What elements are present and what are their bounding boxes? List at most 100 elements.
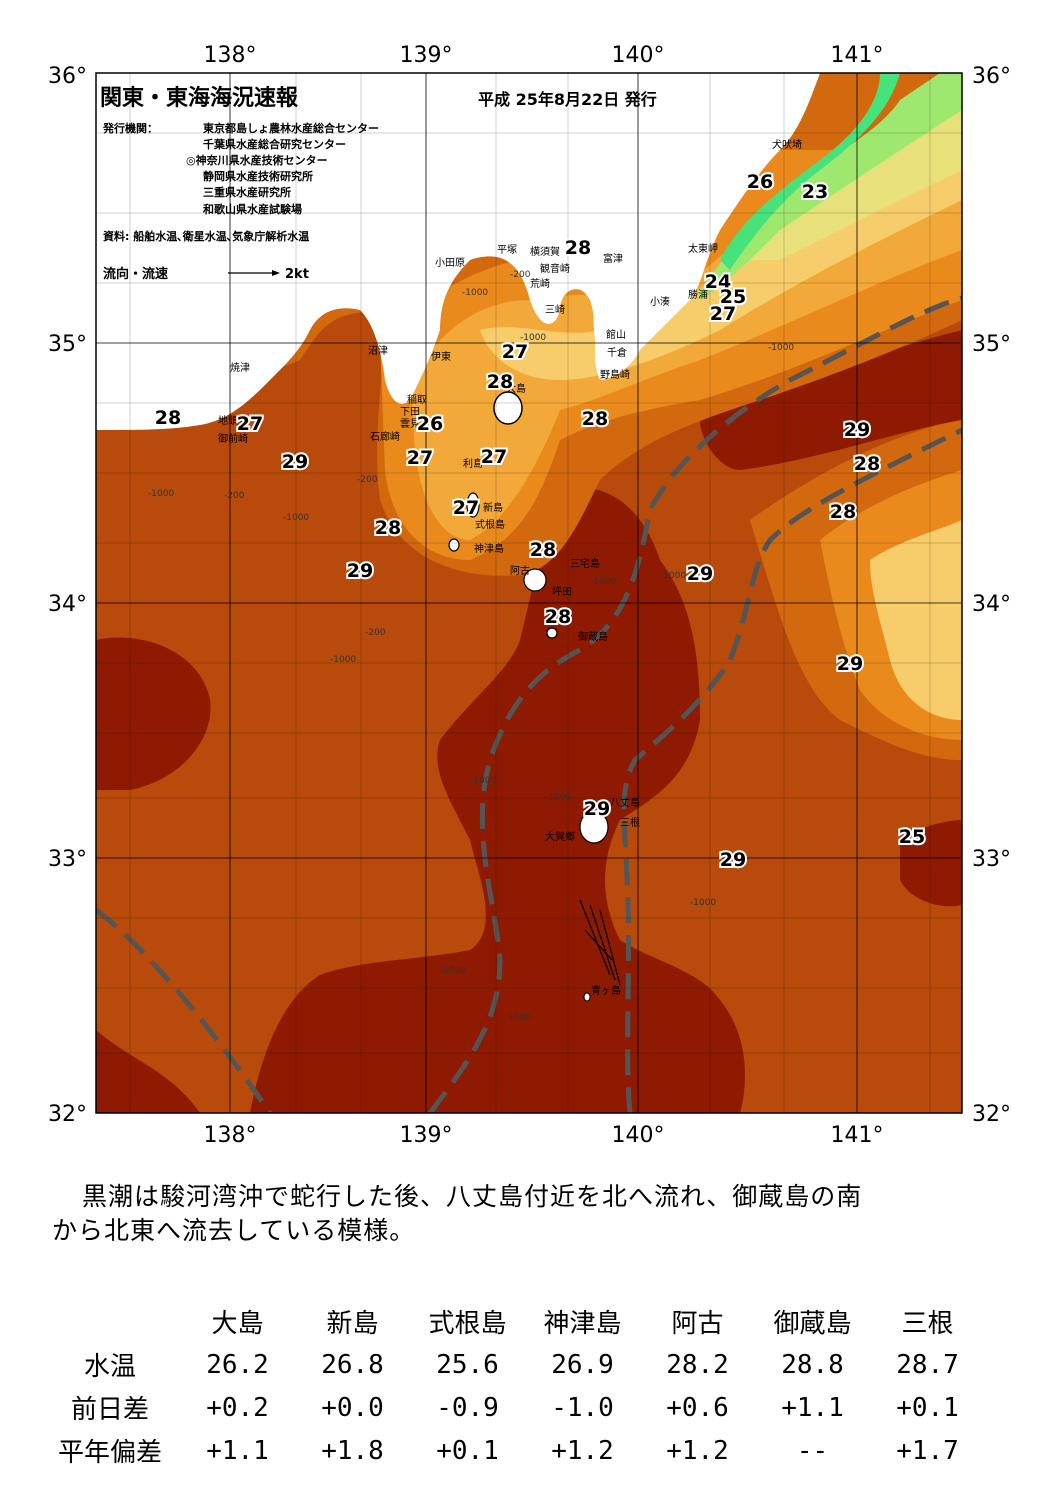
lat-tick-right: 36° bbox=[972, 64, 1011, 89]
place-name: 地頭方 bbox=[218, 414, 248, 427]
table-row: 前日差 +0.2 +0.0 -0.9 -1.0 +0.6 +1.1 +0.1 bbox=[40, 1386, 985, 1429]
table-cell: -0.9 bbox=[436, 1392, 499, 1423]
temperature-labels: 28 27292627272827272828282928292928282929… bbox=[153, 169, 927, 873]
place-name: 富津 bbox=[603, 252, 623, 265]
table-cell: -- bbox=[796, 1435, 829, 1466]
depth-contour-label: -1000 bbox=[470, 776, 496, 786]
depth-contour-label: -200 bbox=[510, 270, 531, 280]
isotherm-label: 29 bbox=[584, 798, 610, 820]
depth-contour-label: -1000 bbox=[462, 288, 488, 298]
isotherm-label: 23 bbox=[802, 181, 828, 203]
current-vectors bbox=[579, 899, 621, 986]
place-name: 焼津 bbox=[230, 362, 250, 374]
table-cell: +0.6 bbox=[666, 1392, 729, 1423]
issuer-name: 千葉県水産総合研究センター bbox=[203, 137, 346, 151]
issuer-name: 三重県水産研究所 bbox=[203, 185, 291, 199]
flow-arrowhead-icon bbox=[272, 270, 280, 276]
island-hachijojima bbox=[579, 810, 609, 844]
place-name: 三根 bbox=[620, 816, 640, 829]
isotherm-label: 27 bbox=[407, 447, 433, 469]
warm-core-west bbox=[96, 637, 211, 790]
lon-tick-bottom: 140° bbox=[612, 1123, 665, 1148]
axis-ticks: 138° 138° 139° 139° 140° 140° 141° 141° 36° 36° 35… bbox=[48, 43, 1011, 1148]
isotherm-label: 27 bbox=[710, 303, 736, 325]
table-cell: +1.2 bbox=[551, 1435, 614, 1466]
lat-tick-left: 33° bbox=[48, 847, 87, 872]
place-name: 小湊 bbox=[650, 295, 670, 308]
lon-tick-bottom: 141° bbox=[831, 1123, 884, 1148]
place-name: 稲取 bbox=[407, 394, 427, 406]
table-cell: +0.1 bbox=[896, 1392, 959, 1423]
lat-tick-left: 32° bbox=[48, 1102, 87, 1127]
isotherm-label: 28 bbox=[530, 539, 556, 561]
table-cell: 26.8 bbox=[321, 1349, 384, 1380]
place-name: 野島崎 bbox=[600, 368, 630, 381]
table-cell: +0.1 bbox=[436, 1435, 499, 1466]
land-chiba bbox=[593, 80, 800, 344]
lat-tick-right: 32° bbox=[972, 1102, 1011, 1127]
table-cell: 26.2 bbox=[206, 1349, 269, 1380]
lon-tick-bottom: 138° bbox=[204, 1123, 257, 1148]
place-name: 御蔵島 bbox=[578, 630, 608, 643]
place-name: 神津島 bbox=[474, 542, 504, 555]
place-name: 大賀郷 bbox=[545, 830, 575, 843]
kuroshio-axis bbox=[96, 295, 962, 1113]
island-miyakejima bbox=[523, 568, 547, 592]
place-name: 式根島 bbox=[475, 518, 505, 531]
summary-line-1: 黒潮は駿河湾沖で蛇行した後、八丈島付近を北へ流れ、御蔵島の南 bbox=[82, 1182, 863, 1211]
depth-contour-label: -1000 bbox=[660, 571, 686, 581]
place-name: 下田 bbox=[400, 407, 420, 418]
depth-contour-label: -200 bbox=[365, 628, 386, 638]
table-row: 平年偏差 +1.1 +1.8 +0.1 +1.2 +1.2 -- +1.7 bbox=[40, 1429, 985, 1472]
table-cell: 26.9 bbox=[551, 1349, 614, 1380]
isotherm-label: 27 bbox=[481, 446, 507, 468]
table-cell: +0.0 bbox=[321, 1392, 384, 1423]
isotherm-label: 28 bbox=[582, 408, 608, 430]
place-name: 伊東 bbox=[431, 350, 451, 363]
table-header-row: 大島 新島 式根島 神津島 阿古 御蔵島 三根 bbox=[40, 1300, 985, 1343]
place-name: 沼津 bbox=[368, 344, 388, 357]
place-name: 新島 bbox=[483, 501, 503, 514]
table-cell: 28.7 bbox=[896, 1349, 959, 1380]
isotherm-label: 29 bbox=[347, 560, 373, 582]
depth-contour-label: -1000 bbox=[768, 343, 794, 353]
isotherm-label: 28 bbox=[565, 237, 591, 259]
isotherm-label: 28 bbox=[854, 453, 880, 475]
isotherm-label: 29 bbox=[837, 653, 863, 675]
isotherm-label: 28 bbox=[375, 517, 401, 539]
band-25-east bbox=[870, 520, 962, 720]
table-cell: +0.2 bbox=[206, 1392, 269, 1423]
table-body: 水温 26.2 26.8 25.6 26.9 28.2 28.8 28.7 前日差 +0.2 +0.… bbox=[40, 1343, 985, 1472]
isotherm-label: 27 bbox=[453, 497, 479, 519]
isotherm-label: 27 bbox=[502, 341, 528, 363]
place-name: 館山 bbox=[606, 328, 626, 341]
place-name: 大島 bbox=[506, 382, 526, 395]
issuer-name: 和歌山県水産試験場 bbox=[203, 202, 302, 216]
flow-legend-label: 流向・流速 bbox=[103, 266, 168, 282]
issuer-name: 静岡県水産技術研究所 bbox=[203, 169, 313, 183]
sea-temperature-map: 138° 138° 139° 139° 140° 140° 141° 141° 36° 36° 35… bbox=[48, 43, 1011, 1148]
depth-contour-label: -1000 bbox=[690, 898, 716, 908]
isotherm-label: 24 bbox=[705, 271, 731, 293]
column-header: 三根 bbox=[901, 1309, 954, 1339]
summary-line-2: から北東へ流去している模様。 bbox=[52, 1216, 416, 1245]
place-name: 勝浦 bbox=[688, 288, 708, 301]
isotherm-label: 27 bbox=[237, 413, 263, 435]
lat-tick-left: 36° bbox=[48, 64, 87, 89]
issue-date: 平成 25年8月22日 発行 bbox=[478, 90, 657, 109]
table-corner bbox=[40, 1300, 180, 1343]
table-cell: 28.8 bbox=[781, 1349, 844, 1380]
place-name: 三宅島 bbox=[570, 557, 600, 570]
place-name: 利島 bbox=[463, 457, 483, 470]
lon-tick-top: 140° bbox=[612, 43, 665, 68]
depth-contour-label: -1000 bbox=[520, 333, 546, 343]
isotherm-label: 28 bbox=[487, 371, 513, 393]
place-name: 横須賀 bbox=[530, 245, 560, 258]
warm-core-northeast bbox=[700, 330, 962, 470]
table-cell: +1.8 bbox=[321, 1435, 384, 1466]
place-name: 阿古 bbox=[510, 564, 530, 577]
place-name: 雲見 bbox=[400, 418, 420, 430]
issuer-name: ◎神奈川県水産技術センター bbox=[186, 153, 328, 167]
